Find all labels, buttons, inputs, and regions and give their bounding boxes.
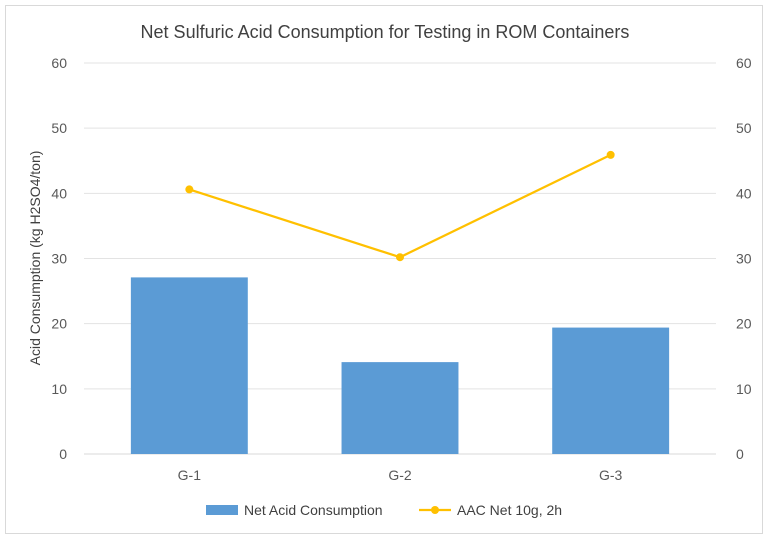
x-tick-label: G-2 (388, 467, 412, 483)
bar (341, 362, 459, 454)
right-tick-label: 40 (736, 185, 752, 201)
bar-series (130, 277, 670, 454)
series-line (188, 153, 612, 259)
right-tick-label: 60 (736, 55, 752, 71)
left-tick-label: 50 (51, 120, 67, 136)
y-axis-title: Acid Consumption (kg H2SO4/ton) (27, 151, 43, 366)
left-tick-label: 0 (59, 446, 67, 462)
bar (552, 327, 670, 454)
line-point (185, 185, 194, 194)
right-tick-label: 30 (736, 251, 752, 267)
left-tick-label: 10 (51, 381, 67, 397)
legend-label: AAC Net 10g, 2h (457, 502, 562, 518)
x-tick-label: G-3 (599, 467, 623, 483)
line-point (606, 150, 615, 159)
left-tick-label: 20 (51, 316, 67, 332)
right-tick-label: 0 (736, 446, 744, 462)
line-point (396, 253, 404, 262)
right-tick-label: 50 (736, 120, 752, 136)
line-series (185, 150, 615, 262)
left-tick-label: 30 (51, 251, 67, 267)
right-axis-ticks: 0 10 20 30 40 50 60 (736, 55, 752, 462)
legend-swatch-bar (206, 505, 238, 515)
x-axis-ticks: G-1 G-2 G-3 (178, 467, 623, 483)
right-tick-label: 20 (736, 316, 752, 332)
legend-swatch-marker (431, 506, 439, 514)
legend-label: Net Acid Consumption (244, 502, 383, 518)
chart-title: Net Sulfuric Acid Consumption for Testin… (141, 22, 630, 42)
left-tick-label: 40 (51, 185, 67, 201)
x-tick-label: G-1 (178, 467, 202, 483)
right-tick-label: 10 (736, 381, 752, 397)
left-tick-label: 60 (51, 55, 67, 71)
bar (130, 277, 248, 454)
left-axis-ticks: 0 10 20 30 40 50 60 (51, 55, 67, 462)
legend: Net Acid Consumption AAC Net 10g, 2h (206, 502, 562, 518)
